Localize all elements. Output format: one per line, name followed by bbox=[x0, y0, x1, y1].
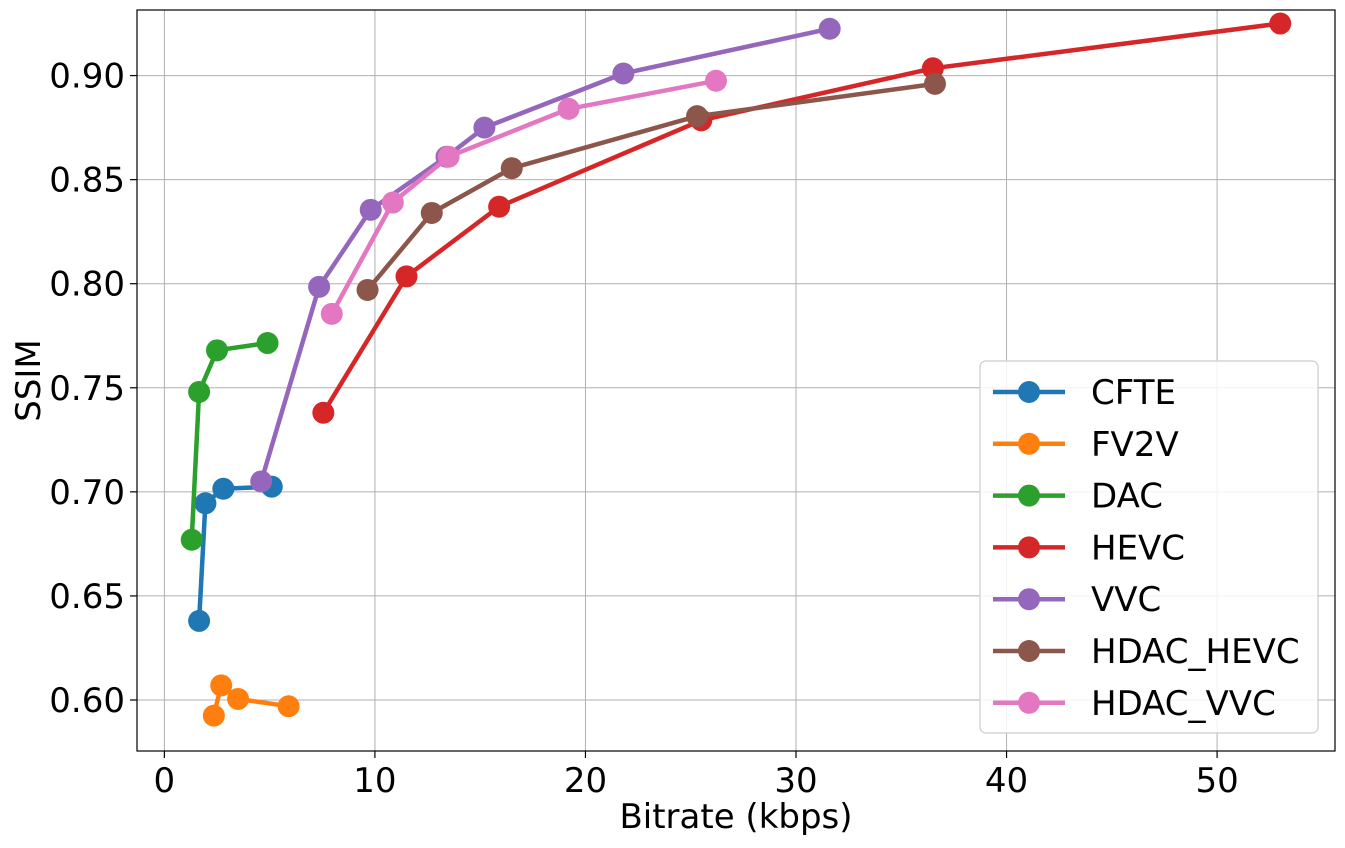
data-point bbox=[437, 145, 460, 168]
series-vvc bbox=[250, 17, 841, 493]
x-tick-label: 30 bbox=[774, 761, 817, 801]
data-point bbox=[381, 191, 404, 214]
x-tick-label: 0 bbox=[154, 761, 176, 801]
legend-item: HDAC_HEVC bbox=[993, 632, 1300, 672]
data-point bbox=[277, 695, 300, 718]
x-axis-ticks: 0 10 20 30 40 50 bbox=[154, 751, 1239, 801]
y-tick-label: 0.80 bbox=[49, 265, 125, 305]
data-point bbox=[256, 332, 279, 355]
data-point bbox=[308, 275, 331, 298]
legend-item: CFTE bbox=[993, 373, 1176, 413]
legend-item: VVC bbox=[993, 580, 1161, 620]
y-tick-label: 0.65 bbox=[49, 577, 125, 617]
y-tick-label: 0.70 bbox=[49, 473, 125, 513]
legend-item: HDAC_VVC bbox=[993, 684, 1276, 724]
data-point bbox=[188, 380, 211, 403]
data-point bbox=[557, 97, 580, 120]
data-point bbox=[686, 105, 709, 128]
data-point bbox=[202, 704, 225, 727]
plot-area-frame bbox=[136, 9, 1336, 752]
y-tick-label: 0.60 bbox=[49, 681, 125, 721]
data-point bbox=[1269, 12, 1292, 35]
series-line bbox=[258, 26, 832, 484]
legend-marker bbox=[1018, 640, 1040, 662]
legend-item: HEVC bbox=[993, 528, 1185, 568]
data-point bbox=[188, 609, 211, 632]
data-point bbox=[704, 69, 727, 92]
y-tick-label: 0.85 bbox=[49, 161, 125, 201]
data-point bbox=[359, 198, 382, 221]
data-point bbox=[395, 265, 418, 288]
x-tick-label: 10 bbox=[353, 761, 396, 801]
data-point bbox=[612, 62, 635, 85]
data-point bbox=[227, 687, 250, 710]
series-hdac-vvc bbox=[320, 69, 727, 325]
data-point bbox=[210, 674, 233, 697]
legend-label: FV2V bbox=[1091, 425, 1179, 465]
legend-item: DAC bbox=[993, 477, 1163, 517]
legend-label: CFTE bbox=[1091, 373, 1176, 413]
series-dac bbox=[180, 332, 279, 551]
legend-marker bbox=[1018, 691, 1040, 714]
data-point bbox=[818, 17, 841, 40]
legend-label: HEVC bbox=[1091, 528, 1185, 568]
legend-marker bbox=[1018, 381, 1040, 403]
series-hdac-hevc bbox=[356, 72, 946, 301]
series-cfte bbox=[188, 475, 283, 632]
x-tick-label: 40 bbox=[985, 761, 1028, 801]
data-point bbox=[488, 195, 511, 218]
y-tick-label: 0.90 bbox=[49, 57, 125, 97]
y-axis-ticks: 0.60 0.65 0.70 0.75 0.80 0.85 0.90 bbox=[49, 57, 137, 721]
legend-marker bbox=[1018, 536, 1040, 559]
legend-marker bbox=[1018, 588, 1040, 611]
data-point bbox=[312, 401, 335, 424]
series-group bbox=[180, 12, 1292, 727]
legend-label: VVC bbox=[1091, 580, 1161, 620]
series-line bbox=[189, 340, 270, 542]
legend-label: DAC bbox=[1091, 477, 1163, 517]
data-point bbox=[473, 116, 496, 139]
x-tick-label: 20 bbox=[564, 761, 607, 801]
data-point bbox=[923, 72, 946, 95]
series-fv2v bbox=[202, 674, 300, 727]
legend-label: HDAC_VVC bbox=[1091, 684, 1276, 724]
legend-label: HDAC_HEVC bbox=[1091, 632, 1300, 672]
data-point bbox=[320, 302, 343, 325]
data-point bbox=[194, 492, 217, 515]
data-point bbox=[250, 470, 273, 493]
data-point bbox=[212, 477, 235, 500]
y-tick-label: 0.75 bbox=[49, 369, 125, 409]
data-point bbox=[356, 278, 379, 301]
x-axis-label: Bitrate (kbps) bbox=[619, 797, 852, 837]
x-tick-label: 50 bbox=[1195, 761, 1238, 801]
legend: CFTE FV2V DAC HEVC VVC HDAC_HEVC HDAC_VVC bbox=[979, 360, 1319, 734]
legend-item: FV2V bbox=[993, 425, 1179, 465]
data-point bbox=[206, 339, 229, 362]
y-axis-label: SSIM bbox=[9, 339, 49, 422]
legend-marker bbox=[1018, 432, 1040, 455]
data-point bbox=[420, 201, 443, 224]
legend-box bbox=[979, 360, 1319, 734]
data-point bbox=[500, 157, 523, 180]
data-point bbox=[180, 528, 203, 551]
series-line bbox=[365, 81, 938, 293]
series-line bbox=[196, 484, 274, 624]
series-line bbox=[321, 21, 1283, 416]
legend-marker bbox=[1018, 484, 1040, 507]
